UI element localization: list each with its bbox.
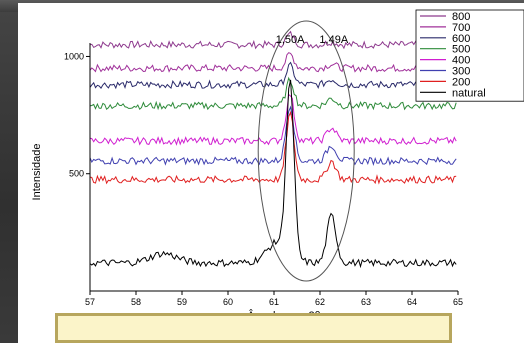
y-tick-label: 500	[69, 169, 84, 179]
legend-label-800: 800	[452, 11, 470, 23]
series-line-natural	[89, 79, 457, 269]
legend-label-400: 400	[452, 55, 470, 67]
peak-annotation: 1,49A	[319, 34, 348, 46]
series-line-200	[89, 110, 457, 185]
xrd-chart: 57 58 59 60 61 62 63 64 65 500 1000 Ângulos em 2θ In…	[31, 9, 524, 313]
x-tick-label: 64	[407, 297, 417, 307]
x-tick-label: 57	[85, 297, 95, 307]
x-tick-label: 63	[361, 297, 371, 307]
y-tick-label: 1000	[64, 51, 84, 61]
x-tick-label: 59	[177, 297, 187, 307]
series-line-600	[89, 61, 457, 90]
series-line-500	[89, 76, 457, 111]
x-axis-label: Ângulos em 2θ	[247, 309, 320, 313]
x-tick-label: 58	[131, 297, 141, 307]
legend-box	[415, 9, 524, 102]
xrd-figure: 57 58 59 60 61 62 63 64 65 500 1000 Ângulos em 2θ In…	[18, 3, 524, 343]
legend-label-700: 700	[452, 22, 470, 34]
series-line-800	[89, 30, 457, 50]
x-tick-label: 65	[453, 297, 463, 307]
peak-annotation: 1,50A	[276, 34, 305, 46]
caption-box	[55, 313, 452, 343]
legend-label-natural: natural	[452, 87, 486, 99]
y-axis-label: Intensidade	[31, 144, 43, 201]
legend-label-200: 200	[452, 76, 470, 88]
peak-ellipse	[257, 20, 355, 282]
series-line-300	[89, 105, 457, 166]
legend-label-600: 600	[452, 33, 470, 45]
x-tick-label: 60	[223, 297, 233, 307]
series-line-400	[89, 93, 457, 146]
legend-label-500: 500	[452, 44, 470, 56]
legend-label-300: 300	[452, 66, 470, 78]
x-tick-label: 62	[315, 297, 325, 307]
x-tick-label: 61	[269, 297, 279, 307]
series-line-700	[89, 52, 457, 73]
